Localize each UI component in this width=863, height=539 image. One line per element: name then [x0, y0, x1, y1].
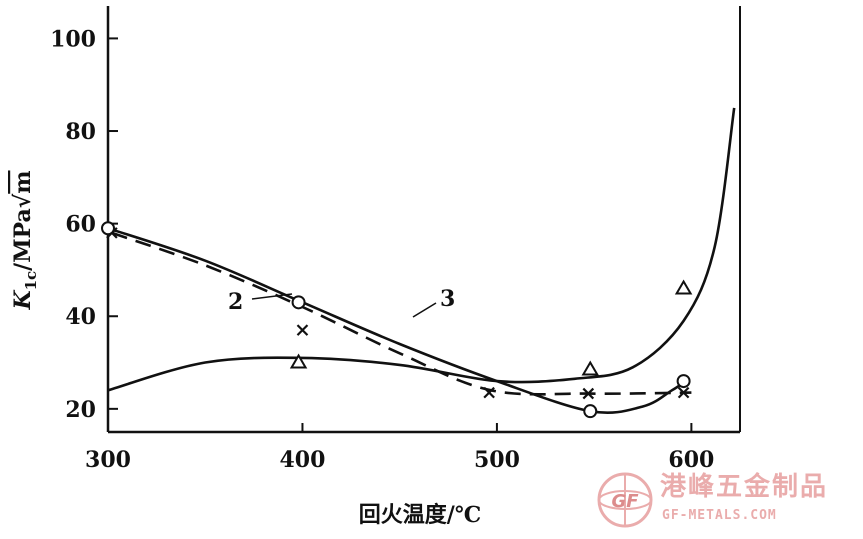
y-tick-label: 20: [65, 397, 96, 423]
watermark-brand-en: GF-METALS.COM: [662, 508, 777, 523]
y-tick-label: 80: [65, 119, 96, 145]
series-2-point: [483, 386, 495, 399]
y-axis-ticks: 20 40 60 80 100: [50, 26, 118, 423]
x-tick-label: 300: [85, 447, 131, 473]
y-axis-radicand: m: [10, 170, 36, 193]
y-axis-symbol: K: [10, 290, 36, 311]
watermark: GF 港峰五金制品 GF-METALS.COM: [597, 471, 828, 528]
series-3-point: [674, 279, 693, 295]
y-axis-subscript: 1c: [22, 271, 40, 291]
watermark-brand-cn: 港峰五金制品: [660, 471, 828, 502]
y-axis-radical-sign: √: [10, 193, 36, 208]
curve-label-2: 2: [228, 289, 243, 315]
watermark-logo-letters: GF: [611, 491, 639, 512]
y-axis-unit: /MPa: [10, 208, 36, 271]
x-tick-label: 600: [668, 447, 714, 473]
series-2-point: [677, 386, 690, 399]
y-tick-label: 100: [50, 26, 96, 52]
y-axis-title: K1c/MPa√m: [10, 170, 40, 310]
series-curves: [107, 107, 736, 415]
series-3-point: [583, 404, 598, 419]
series-2-point: [582, 387, 595, 400]
x-tick-label: 500: [474, 447, 520, 473]
curve-label-3-group: 3: [412, 286, 455, 318]
series-3-point: [101, 221, 115, 236]
series-markers: [101, 221, 693, 419]
series-3-point: [291, 295, 306, 310]
series-3-line: [107, 107, 736, 392]
y-axis-title-text: K1c/MPa√m: [10, 170, 40, 310]
y-tick-label: 40: [65, 304, 96, 330]
curve-label-2-group: 2: [228, 289, 293, 315]
watermark-logo: GF: [597, 472, 653, 528]
y-tick-label: 60: [65, 212, 96, 238]
series-3-point: [289, 353, 308, 369]
series-2-point: [296, 324, 309, 336]
x-axis-ticks: 300 400 500 600: [85, 423, 714, 473]
plot-frame: [106, 6, 741, 434]
series-3-point: [676, 374, 691, 389]
curve-label-3-leader: [412, 302, 437, 318]
series-2-line: [111, 231, 692, 396]
curve-label-2-leader: [251, 293, 293, 300]
x-axis-title: 回火温度/℃: [359, 502, 481, 528]
series-3-line: [107, 227, 687, 415]
x-tick-label: 400: [279, 447, 325, 473]
series-3-point: [581, 360, 600, 376]
curve-label-3: 3: [440, 286, 455, 312]
